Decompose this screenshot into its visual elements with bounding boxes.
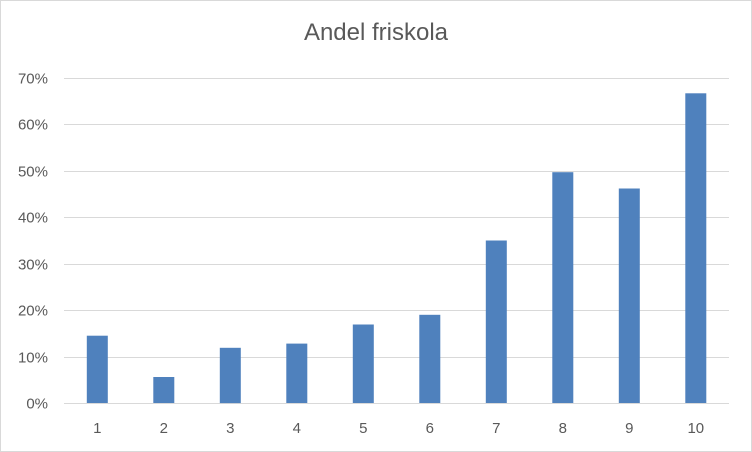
x-tick-label: 9: [625, 420, 633, 437]
y-tick-label: 40%: [18, 210, 48, 227]
bar: [419, 314, 441, 403]
y-tick-label: 0%: [26, 396, 48, 413]
bar: [552, 172, 574, 403]
y-tick-label: 50%: [18, 164, 48, 181]
chart-title: Andel friskola: [303, 19, 449, 46]
y-tick-label: 70%: [18, 71, 48, 88]
x-tick-label: 6: [426, 420, 434, 437]
bar: [219, 347, 241, 404]
bar: [685, 93, 707, 404]
bar: [485, 240, 507, 403]
y-tick-label: 20%: [18, 303, 48, 320]
x-tick-label: 10: [687, 420, 704, 437]
y-tick-label: 10%: [18, 350, 48, 367]
x-tick-label: 1: [93, 420, 101, 437]
bar: [352, 324, 374, 403]
bar: [286, 343, 308, 403]
gridlines: [64, 78, 729, 404]
bar: [618, 188, 640, 403]
bars: [86, 93, 707, 404]
bar: [86, 335, 108, 403]
x-tick-label: 7: [492, 420, 500, 437]
x-tick-label: 2: [160, 420, 168, 437]
x-tick-label: 8: [559, 420, 567, 437]
x-tick-label: 5: [359, 420, 367, 437]
y-tick-label: 30%: [18, 257, 48, 274]
x-tick-label: 4: [293, 420, 301, 437]
y-axis-ticks: 0% 10% 20% 30% 40% 50% 60% 70%: [18, 71, 48, 413]
x-axis-ticks: 1 2 3 4 5 6 7 8 9 10: [93, 420, 704, 437]
y-tick-label: 60%: [18, 117, 48, 134]
x-tick-label: 3: [226, 420, 234, 437]
bar: [153, 377, 175, 403]
